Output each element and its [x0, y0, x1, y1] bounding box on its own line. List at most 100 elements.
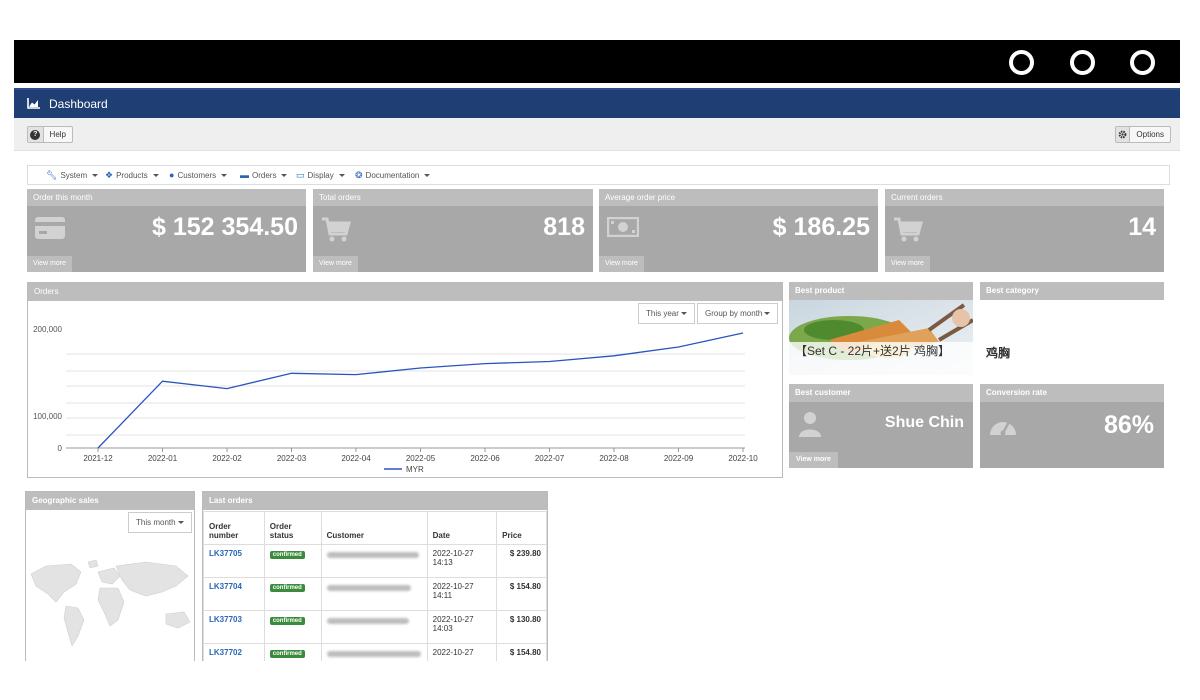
geographic-sales-panel: Geographic sales This month: [25, 491, 195, 661]
wrench-icon: 🔧︎: [46, 170, 58, 180]
kpi-card-order-this-month: Order this month $ 152 354.50 View more: [27, 189, 306, 272]
options-button[interactable]: Options: [1115, 126, 1171, 143]
column-header-order-status: Order status: [263, 511, 322, 545]
caret-down-icon: [680, 312, 687, 315]
kpi-card-total-orders: Total orders 818 View more: [313, 189, 593, 272]
cubes-icon: ❖: [105, 170, 114, 180]
geo-period-dropdown[interactable]: This month: [128, 512, 192, 533]
user-icon: ●: [169, 170, 175, 180]
view-more-link[interactable]: View more: [789, 452, 838, 468]
window-circle-button-1[interactable]: [1009, 50, 1034, 75]
kpi-title: Order this month: [27, 189, 306, 206]
best-category-tile: Best category 鸡胸: [980, 282, 1164, 375]
menu-products[interactable]: ❖ Products: [105, 170, 159, 181]
area-chart-icon: [27, 98, 40, 109]
x-tick-label: 2022-09: [664, 454, 694, 463]
help-label: Help: [49, 130, 66, 139]
order-number-link[interactable]: LK37705: [209, 549, 242, 558]
cart-icon: [322, 217, 351, 242]
page-header: Dashboard: [14, 88, 1180, 118]
order-number-link[interactable]: LK37703: [209, 615, 242, 624]
kpi-value: $ 152 354.50: [152, 213, 298, 241]
period-dropdown-label: This year: [646, 309, 679, 318]
period-dropdown[interactable]: This year: [638, 303, 695, 324]
cart-icon: [894, 217, 923, 242]
x-tick-label: 2022-07: [535, 454, 565, 463]
column-header-order-number: Order number: [203, 511, 265, 545]
caret-down-icon: [764, 312, 771, 315]
world-map: [30, 559, 191, 647]
best-product-title: Best product: [789, 282, 973, 300]
credit-card-icon: [35, 217, 65, 239]
order-number-link[interactable]: LK37704: [209, 582, 242, 591]
x-tick-label: 2022-01: [148, 454, 178, 463]
group-by-dropdown[interactable]: Group by month: [697, 303, 779, 324]
geographic-sales-title: Geographic sales: [26, 492, 194, 510]
conversion-rate-title: Conversion rate: [980, 384, 1164, 402]
kpi-title: Current orders: [885, 189, 1164, 206]
caret-down-icon: [221, 173, 228, 177]
caret-down-icon: [152, 174, 159, 177]
order-price: $ 154.80: [496, 577, 547, 611]
legend-label: MYR: [406, 465, 424, 474]
orders-panel-title: Orders: [28, 283, 782, 301]
table-row[interactable]: LK37703 confirmed 2022-10-27 14:03 $ 130…: [203, 610, 547, 644]
menu-products-label: Products: [116, 171, 148, 180]
order-date: 2022-10-27 14:13: [426, 544, 498, 578]
main-menu: 🔧︎ System ❖ Products ● Customers ▬ Order…: [27, 165, 1170, 185]
help-button[interactable]: ? Help: [27, 126, 73, 143]
menu-documentation-label: Documentation: [365, 171, 420, 180]
menu-customers[interactable]: ● Customers: [169, 170, 228, 180]
last-orders-title: Last orders: [203, 492, 547, 510]
best-category-name: 鸡胸: [986, 346, 1011, 360]
menu-system[interactable]: 🔧︎ System: [46, 170, 99, 181]
x-tick-label: 2022-03: [277, 454, 307, 463]
window-top-bar: [14, 40, 1180, 83]
x-tick-label: 2022-08: [599, 454, 629, 463]
kpi-card-current-orders: Current orders 14 View more: [885, 189, 1164, 272]
view-more-link[interactable]: View more: [27, 256, 72, 272]
x-tick-label: 2022-10: [728, 454, 758, 463]
credit-card-icon: ▬: [240, 170, 249, 180]
x-tick-label: 2022-04: [341, 454, 371, 463]
column-header-customer: Customer: [320, 511, 428, 545]
view-more-link[interactable]: View more: [313, 256, 358, 272]
status-badge: confirmed: [269, 650, 305, 658]
y-tick-label: 200,000: [33, 325, 62, 334]
lifebuoy-icon: ❂: [355, 170, 363, 180]
order-date: 2022-10-27 14:11: [426, 577, 498, 611]
geo-period-label: This month: [136, 518, 176, 527]
order-date: 2022-10-27 14:03: [426, 610, 498, 644]
window-circle-button-3[interactable]: [1130, 50, 1155, 75]
redacted-customer-email: [326, 651, 421, 657]
redacted-customer-email: [326, 552, 419, 558]
view-more-link[interactable]: View more: [885, 256, 930, 272]
x-tick-label: 2022-06: [470, 454, 500, 463]
view-more-link[interactable]: View more: [599, 256, 644, 272]
kpi-value: 818: [543, 213, 585, 241]
table-row[interactable]: LK37705 confirmed 2022-10-27 14:13 $ 239…: [203, 544, 547, 578]
status-badge: confirmed: [269, 551, 305, 559]
column-header-date: Date: [426, 511, 498, 545]
question-icon: ?: [28, 127, 44, 142]
caret-down-icon: [177, 521, 184, 524]
best-product-tile: Best product 【Set C - 22片+送2片 鸡胸】: [789, 282, 973, 375]
status-badge: confirmed: [269, 617, 305, 625]
menu-orders[interactable]: ▬ Orders: [240, 170, 288, 180]
gear-icon: [1116, 127, 1131, 142]
window-circle-button-2[interactable]: [1070, 50, 1095, 75]
menu-display[interactable]: ▭ Display: [296, 170, 345, 181]
caret-down-icon: [338, 174, 345, 177]
status-badge: confirmed: [269, 584, 305, 592]
series-line-myr: [97, 332, 744, 449]
menu-documentation[interactable]: ❂ Documentation: [355, 170, 431, 181]
menu-system-label: System: [60, 171, 88, 180]
caret-down-icon: [281, 173, 288, 177]
page-title: Dashboard: [49, 97, 108, 111]
table-row[interactable]: LK37704 confirmed 2022-10-27 14:11 $ 154…: [203, 577, 547, 611]
orders-line-chart: 0 100,000 200,000 2021-12 2022-01 2022-02 2022…: [33, 325, 758, 474]
x-tick-label: 2021-12: [83, 454, 113, 463]
order-number-link[interactable]: LK37702: [209, 648, 242, 657]
caret-down-icon: [424, 174, 431, 177]
kpi-value: $ 186.25: [772, 213, 870, 241]
